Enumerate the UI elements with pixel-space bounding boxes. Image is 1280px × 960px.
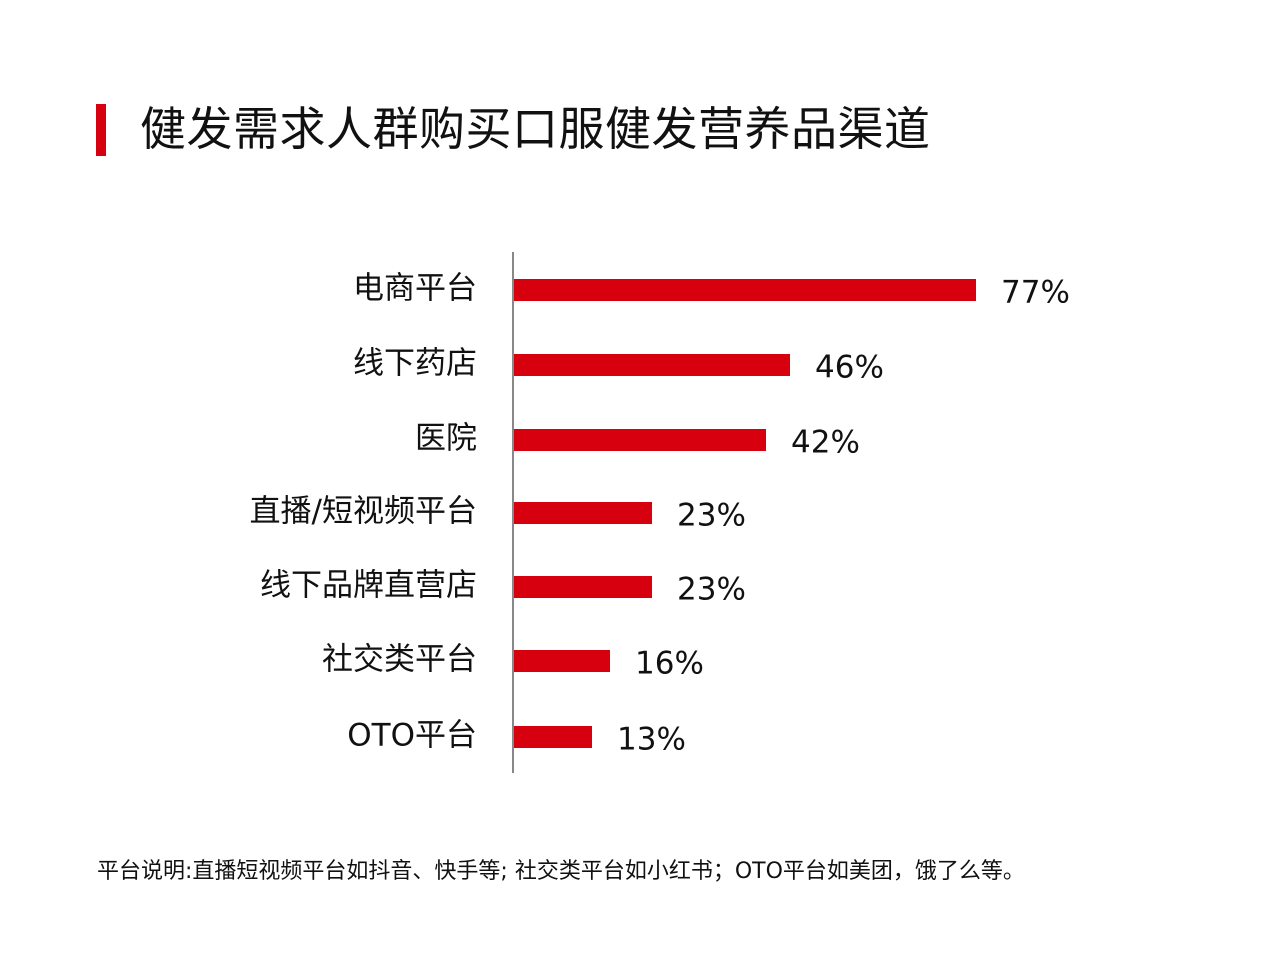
category-label: 电商平台 [353, 271, 477, 307]
footnote: 平台说明:直播短视频平台如抖音、快手等; 社交类平台如小红书；OTO平台如美团，… [97, 859, 1025, 884]
title-accent-bar [96, 104, 106, 156]
value-label: 16% [635, 646, 704, 682]
category-label: 线下品牌直营店 [260, 568, 477, 604]
value-label: 13% [617, 722, 686, 758]
bar [514, 650, 610, 672]
value-label: 42% [791, 425, 860, 461]
category-label: 直播/短视频平台 [250, 494, 477, 530]
chart-title: 健发需求人群购买口服健发营养品渠道 [140, 102, 931, 156]
category-label: OTO平台 [347, 718, 477, 754]
category-label: 线下药店 [353, 346, 477, 382]
value-label: 23% [677, 572, 746, 608]
bar [514, 279, 976, 301]
bar [514, 354, 790, 376]
bar [514, 429, 766, 451]
bar [514, 502, 652, 524]
bar [514, 576, 652, 598]
bar [514, 726, 592, 748]
value-label: 77% [1001, 275, 1070, 311]
category-label: 社交类平台 [322, 642, 477, 678]
category-label: 医院 [415, 421, 477, 457]
value-label: 23% [677, 498, 746, 534]
value-label: 46% [815, 350, 884, 386]
